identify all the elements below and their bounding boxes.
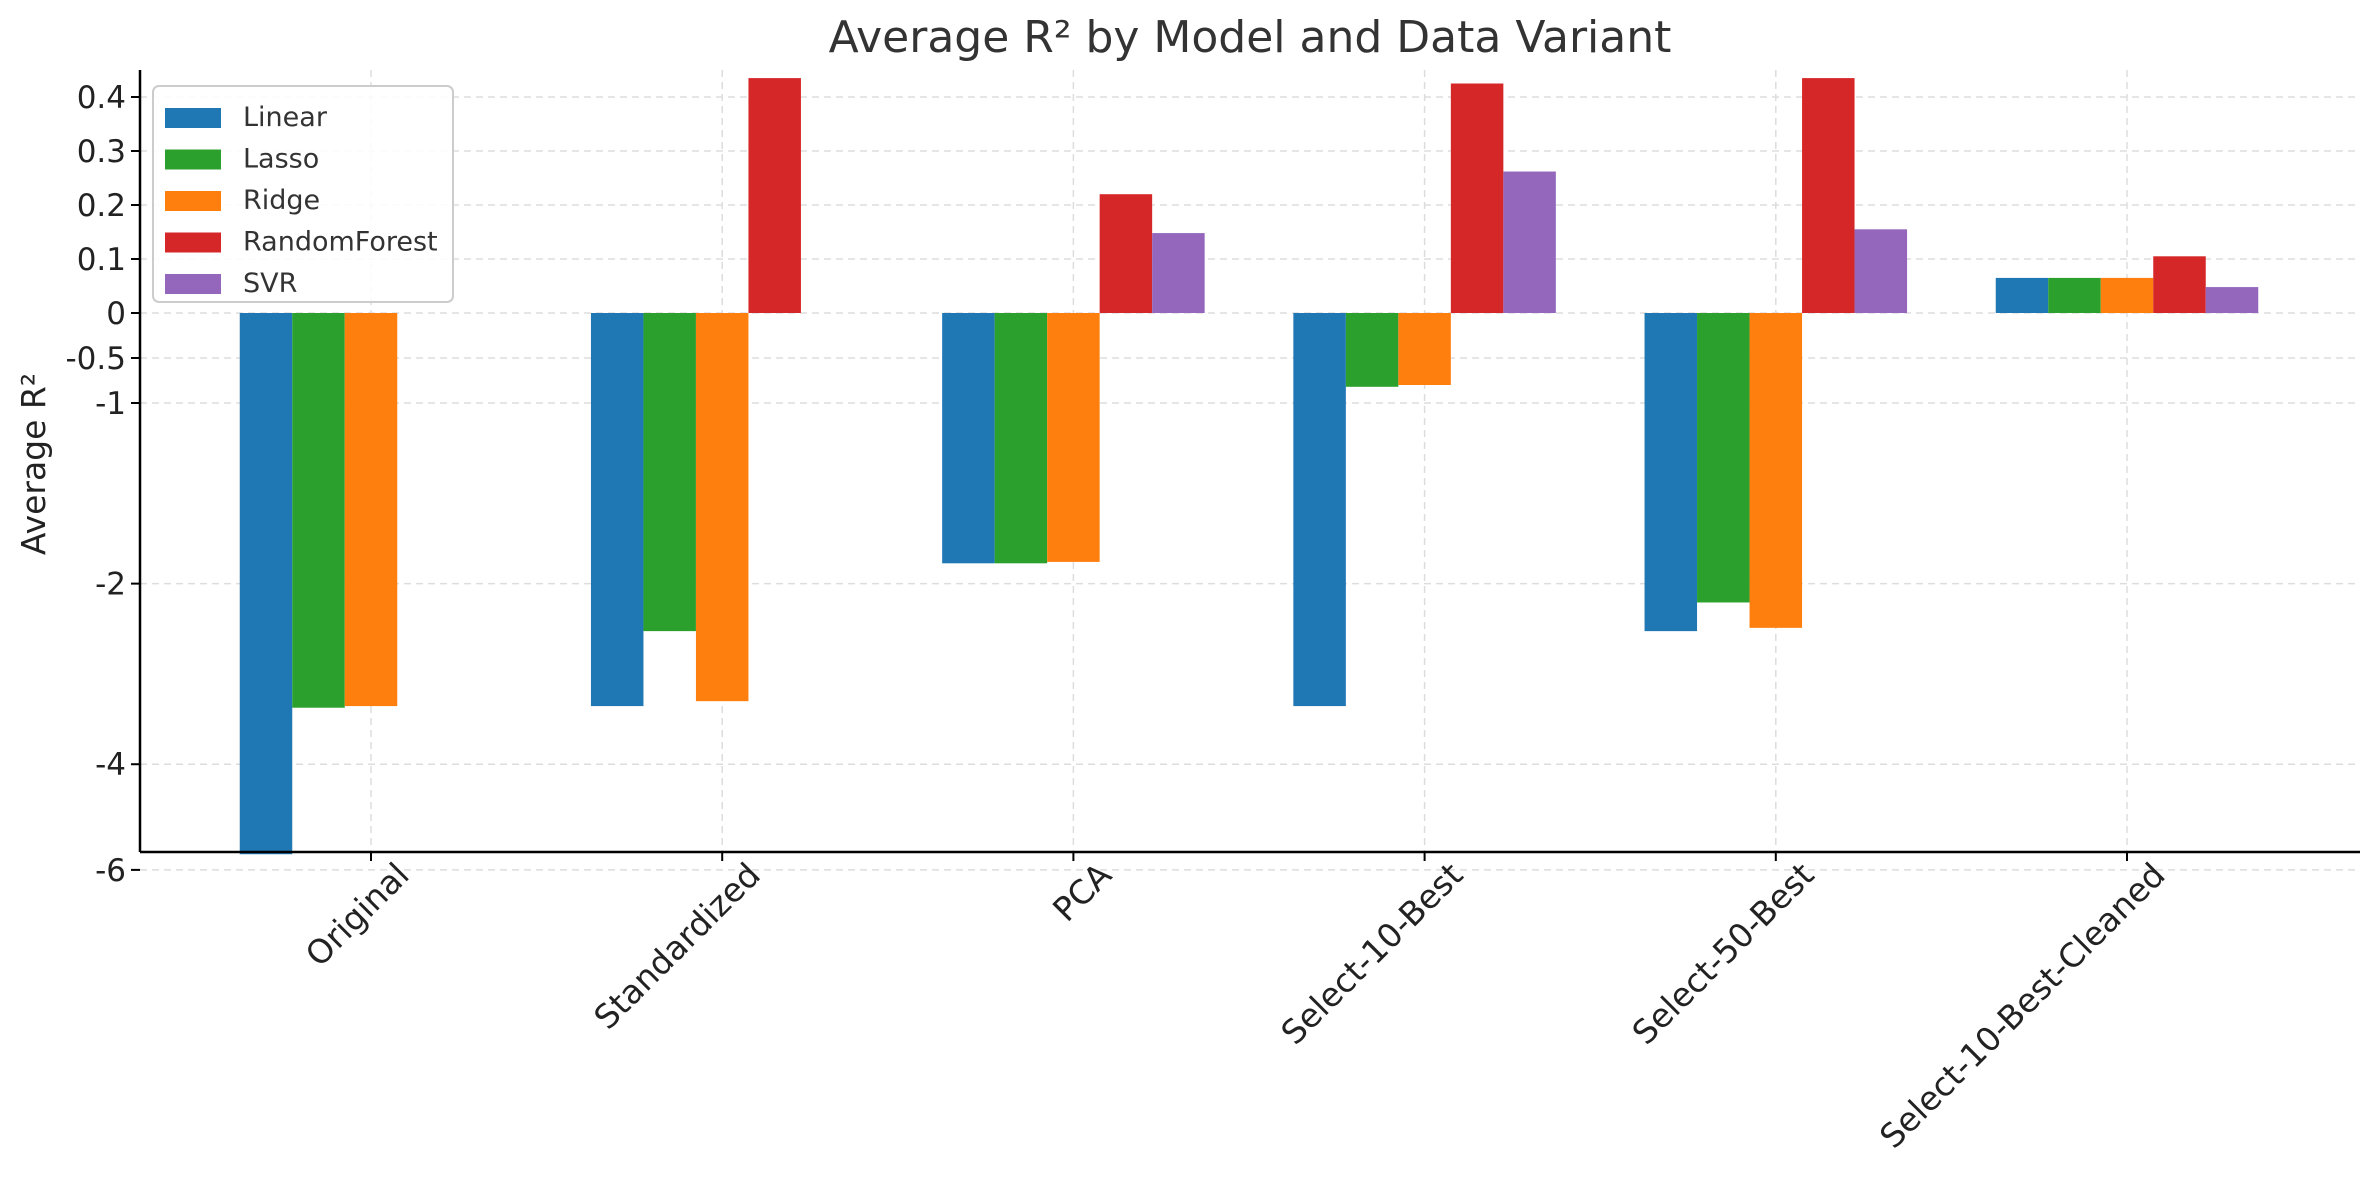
x-tick-label: Select-50-Best bbox=[1625, 855, 1822, 1052]
legend-label-linear: Linear bbox=[243, 102, 328, 133]
legend-swatch-ridge bbox=[165, 191, 221, 211]
bar-lasso-standardized bbox=[643, 313, 696, 632]
x-tick-label: PCA bbox=[1045, 855, 1119, 929]
bar-lasso-original bbox=[292, 313, 345, 708]
bar-randomforest-select-10-best-cleaned bbox=[2153, 256, 2206, 313]
y-tick-label: 0.1 bbox=[77, 242, 126, 278]
y-tick-label: -1 bbox=[95, 386, 126, 422]
y-tick-label: 0.3 bbox=[77, 134, 126, 170]
bar-linear-select-10-best-cleaned bbox=[1995, 277, 2049, 313]
legend-swatch-linear bbox=[165, 108, 221, 128]
axes bbox=[131, 70, 2360, 871]
y-tick-label: 0.4 bbox=[77, 80, 126, 116]
bar-lasso-select-10-best-cleaned bbox=[2048, 277, 2101, 313]
bar-randomforest-select-10-best bbox=[1450, 83, 1504, 313]
x-tick-label: Select-10-Best-Cleaned bbox=[1872, 855, 2173, 1156]
x-tick-label: Original bbox=[298, 855, 417, 974]
bar-linear-select-10-best bbox=[1293, 313, 1346, 707]
bar-ridge-select-50-best bbox=[1749, 313, 1803, 628]
bar-svr-select-10-best-cleaned bbox=[2205, 287, 2259, 313]
bar-lasso-select-10-best bbox=[1345, 313, 1399, 387]
bar-ridge-standardized bbox=[695, 313, 749, 702]
y-tick-label: 0.2 bbox=[77, 188, 126, 224]
y-tick-labels: -6 -4 -2 -1 -0.5 0 0.1 0.2 0.3 0.4 bbox=[66, 80, 127, 889]
bar-ridge-original bbox=[344, 313, 398, 707]
x-tick-label: Select-10-Best bbox=[1273, 855, 1470, 1052]
x-tick-labels: Original Standardized PCA Select-10-Best Sel… bbox=[298, 855, 2173, 1156]
bar-svr-select-10-best bbox=[1503, 171, 1556, 313]
legend-label-randomforest: RandomForest bbox=[243, 227, 438, 258]
bar-linear-pca bbox=[942, 313, 995, 564]
legend-label-ridge: Ridge bbox=[243, 185, 320, 216]
y-tick-label: -6 bbox=[95, 853, 126, 889]
bar-ridge-select-10-best-cleaned bbox=[2100, 277, 2154, 313]
grid-lines bbox=[140, 70, 2360, 871]
chart-title: Average R² by Model and Data Variant bbox=[829, 12, 1672, 63]
bar-randomforest-pca bbox=[1099, 194, 1153, 313]
y-axis-label: Average R² bbox=[14, 373, 53, 555]
bar-lasso-select-50-best bbox=[1697, 313, 1750, 603]
bar-lasso-pca bbox=[994, 313, 1048, 564]
y-tick-label: -4 bbox=[95, 747, 126, 783]
bar-ridge-pca bbox=[1047, 313, 1100, 562]
y-tick-label: -2 bbox=[95, 567, 126, 603]
legend-label-svr: SVR bbox=[243, 268, 297, 299]
bar-randomforest-select-50-best bbox=[1802, 78, 1855, 313]
bar-randomforest-standardized bbox=[748, 78, 801, 313]
y-tick-label: -0.5 bbox=[66, 341, 127, 377]
legend-label-lasso: Lasso bbox=[243, 144, 319, 175]
legend-swatch-randomforest bbox=[165, 232, 221, 253]
bar-linear-select-50-best bbox=[1644, 313, 1698, 632]
bars bbox=[239, 78, 2259, 855]
legend-swatch-svr bbox=[165, 274, 221, 294]
x-tick-label: Standardized bbox=[586, 855, 768, 1037]
legend-swatch-lasso bbox=[165, 149, 221, 170]
bar-linear-original bbox=[239, 313, 293, 855]
legend: Linear Lasso Ridge RandomForest SVR bbox=[152, 85, 454, 303]
y-tick-label: 0 bbox=[106, 296, 126, 332]
bar-svr-select-50-best bbox=[1854, 229, 1908, 313]
bar-ridge-select-10-best bbox=[1398, 313, 1451, 385]
legend-box bbox=[152, 85, 454, 303]
bar-linear-standardized bbox=[590, 313, 644, 707]
bar-svr-pca bbox=[1152, 233, 1205, 313]
